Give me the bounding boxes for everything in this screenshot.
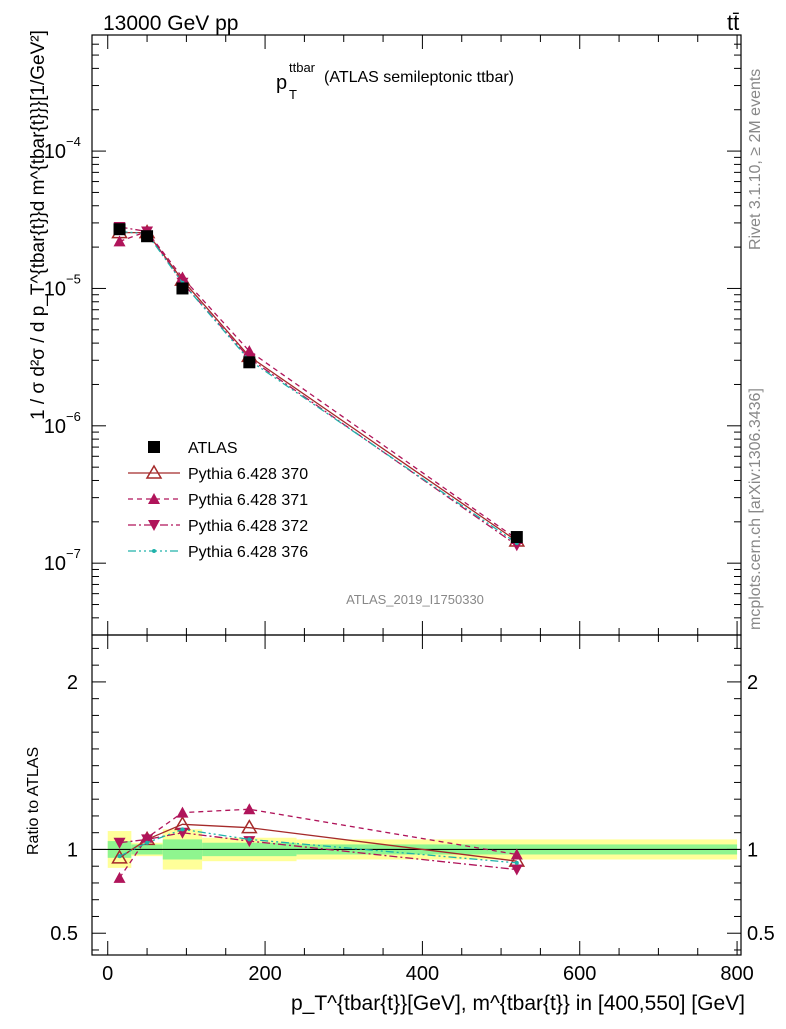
series-0-point [176,282,189,295]
main-y-tick-label-base: 10 [44,553,66,575]
ratio-line-2 [119,832,517,871]
ratio-y-tick-label-right: 2 [747,672,758,694]
chart-title: (ATLAS semileptonic ttbar) [324,69,514,86]
main-y-axis-label: 1 / σ d²σ / d p_T^{tbar{t}}d m^{tbar{t}}… [28,30,49,420]
series-line-2 [119,230,518,540]
ratio-y-tick-label-right: 0.5 [747,923,775,945]
ratio-series-1-point [243,803,256,815]
legend: ATLAS Pythia 6.428 370 Pythia 6.428 371 Pyt… [128,440,308,561]
energy-label: 13000 GeV pp [103,12,238,35]
ratio-y-tick-label-right: 1 [747,839,758,861]
title-subscript: T [289,87,297,102]
legend-label-4: Pythia 6.428 376 [188,544,308,561]
ratio-series-2-point [141,834,154,846]
legend-marker-0 [148,441,160,453]
legend-marker-1 [145,464,163,479]
title-superscript: ttbar [289,60,316,75]
main-y-tick-label-exponent: −4 [66,134,81,149]
x-tick-label: 800 [720,963,753,985]
x-tick-label: 600 [563,963,596,985]
ratio-series-3-point [180,827,185,832]
ratio-panel: 0.5 0.5 1 1 2 2 0 200 400 600 800 [50,634,775,985]
title-prefix: p [276,72,287,94]
main-panel: 10−710−610−510−4 p T ttbar (ATLAS semile… [44,34,742,636]
legend-marker-4 [152,549,156,553]
ratio-series-3-point [247,837,252,842]
rivet-version-label: Rivet 3.1.10, ≥ 2M events [747,69,764,250]
ratio-series-0-point [111,849,128,864]
analysis-watermark: ATLAS_2019_I1750330 [346,592,484,607]
x-axis-label: p_T^{tbar{t}}[GeV], m^{tbar{t}} in [400,… [291,992,745,1015]
main-y-tick-label-base: 10 [44,278,66,300]
series-0-point [243,356,256,369]
ratio-y-tick-label: 2 [67,672,78,694]
ratio-y-tick-label: 0.5 [50,923,78,945]
ratio-series-0-point [241,819,258,834]
legend-label-0: ATLAS [188,440,238,457]
ratio-line-0 [119,823,517,862]
ratio-series-1-point [176,806,189,818]
main-y-tick-label-exponent: −5 [66,271,81,286]
ratio-series-1-point [510,848,523,860]
series-0-point [141,230,154,243]
x-tick-label: 400 [406,963,439,985]
main-series-group [111,222,526,552]
legend-marker-2 [148,493,160,504]
series-0-point [510,531,523,544]
process-label: tt̄ [727,10,739,35]
ratio-series-group [111,803,526,883]
ratio-series-2-point [510,864,523,876]
legend-label-3: Pythia 6.428 372 [188,518,308,535]
ratio-series-1-point [113,871,126,883]
ratio-series-3-point [117,854,122,859]
ratio-series-2-point [113,837,126,849]
main-y-tick-label-exponent: −7 [66,546,81,561]
series-2-point [113,235,126,247]
main-axis-ticks: 10−710−610−510−4 [44,35,741,636]
main-y-tick-label-base: 10 [44,416,66,438]
series-0-point [113,223,126,236]
x-tick-label: 0 [102,963,113,985]
ratio-y-tick-label: 1 [67,839,78,861]
legend-label-2: Pythia 6.428 371 [188,492,308,509]
mcplots-reference-label: mcplots.cern.ch [arXiv:1306.3436] [747,388,764,630]
ratio-series-3-point [145,840,150,845]
legend-label-1: Pythia 6.428 370 [188,466,308,483]
ratio-y-axis-label: Ratio to ATLAS [25,747,42,855]
main-y-tick-label-exponent: −6 [66,409,81,424]
main-y-tick-label-base: 10 [44,141,66,163]
ratio-series-3-point [514,860,519,865]
ratio-panel-frame [91,634,742,956]
ratio-axis-ticks: 0.5 0.5 1 1 2 2 0 200 400 600 800 [50,635,775,985]
x-tick-label: 200 [248,963,281,985]
legend-marker-3 [148,520,160,531]
